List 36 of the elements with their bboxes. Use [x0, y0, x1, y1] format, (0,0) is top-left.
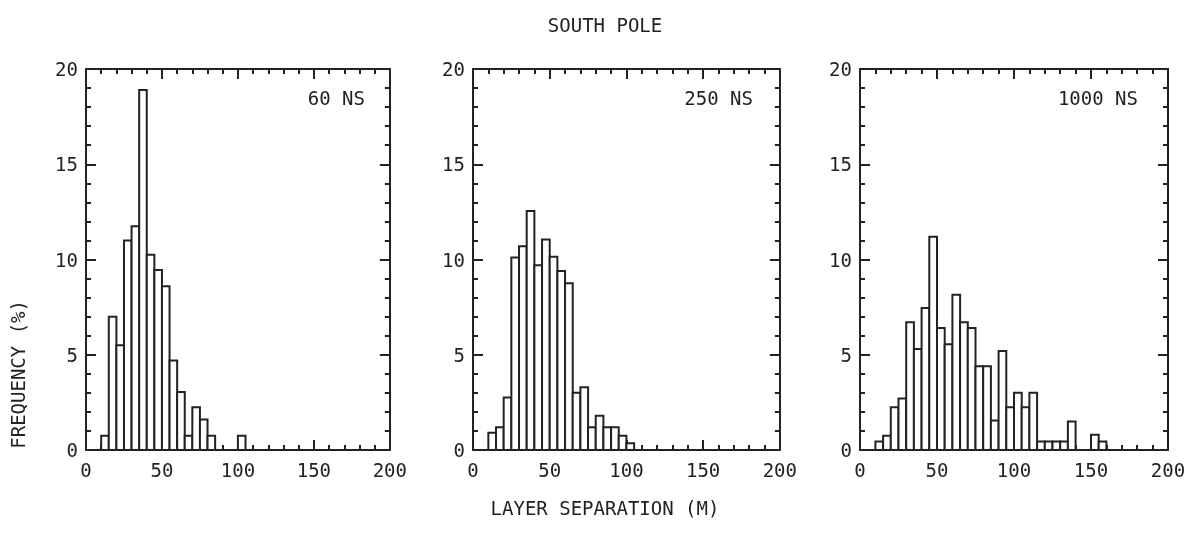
y-tick-label: 10 [442, 248, 465, 271]
y-tick-label: 20 [829, 58, 852, 80]
x-tick-label: 0 [467, 458, 479, 481]
x-tick-label: 50 [925, 458, 949, 481]
x-tick-label: 100 [609, 458, 644, 481]
x-tick-label: 0 [854, 458, 866, 481]
x-tick-label: 150 [296, 458, 332, 481]
x-tick-label: 200 [1150, 458, 1186, 481]
x-tick-label: 200 [762, 458, 798, 481]
x-tick-label: 100 [996, 458, 1032, 481]
y-tick-label: 15 [442, 153, 465, 176]
y-axis-title: FREQUENCY (%) [6, 299, 29, 449]
x-tick-label: 50 [150, 458, 174, 481]
y-tick-label: 20 [442, 58, 465, 80]
x-tick-label: 0 [80, 458, 92, 481]
y-tick-label: 10 [829, 248, 852, 271]
y-tick-label: 15 [55, 153, 78, 176]
y-tick-label: 20 [55, 58, 78, 80]
y-tick-label: 10 [55, 248, 78, 271]
annotation: 1000 NS [1057, 86, 1139, 109]
y-tick-label: 5 [453, 343, 465, 366]
x-tick-label: 50 [538, 458, 562, 481]
y-tick-label: 5 [840, 343, 852, 366]
chart-title: SOUTH POLE [547, 13, 663, 36]
x-axis-title: LAYER SEPARATION (M) [490, 496, 720, 519]
y-tick-label: 0 [840, 439, 852, 461]
annotation: 250 NS [684, 86, 754, 109]
x-tick-label: 150 [685, 458, 721, 481]
y-tick-label: 5 [66, 343, 78, 366]
y-tick-label: 0 [66, 439, 78, 461]
annotation: 60 NS [307, 86, 366, 109]
y-tick-label: 0 [453, 439, 465, 461]
y-tick-label: 15 [829, 153, 852, 176]
x-tick-label: 200 [372, 458, 408, 481]
x-tick-label: 100 [220, 458, 256, 481]
x-tick-label: 150 [1073, 458, 1109, 481]
